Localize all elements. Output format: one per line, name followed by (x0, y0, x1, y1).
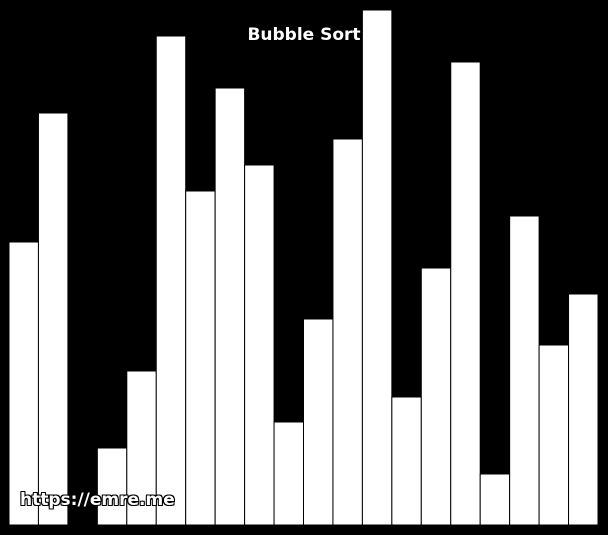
bar-13 (361, 9, 393, 526)
bar-10 (273, 421, 304, 526)
chart-title: Bubble Sort (247, 25, 361, 45)
bar-9 (244, 164, 275, 526)
bar-14 (391, 396, 422, 526)
bar-6 (155, 35, 187, 526)
bar-4 (96, 447, 128, 526)
bar-19 (538, 344, 570, 526)
bar-1 (8, 241, 39, 526)
bar-5 (126, 370, 157, 526)
bar-12 (332, 138, 363, 526)
bar-17 (479, 473, 511, 526)
bar-11 (303, 318, 334, 526)
bar-18 (509, 215, 540, 526)
bar-7 (185, 190, 216, 526)
bar-8 (214, 87, 246, 526)
watermark-text: https://emre.me (20, 490, 175, 510)
bar-15 (420, 267, 452, 526)
bar-2 (37, 112, 69, 526)
bar-20 (568, 293, 599, 526)
bar-16 (450, 61, 481, 526)
